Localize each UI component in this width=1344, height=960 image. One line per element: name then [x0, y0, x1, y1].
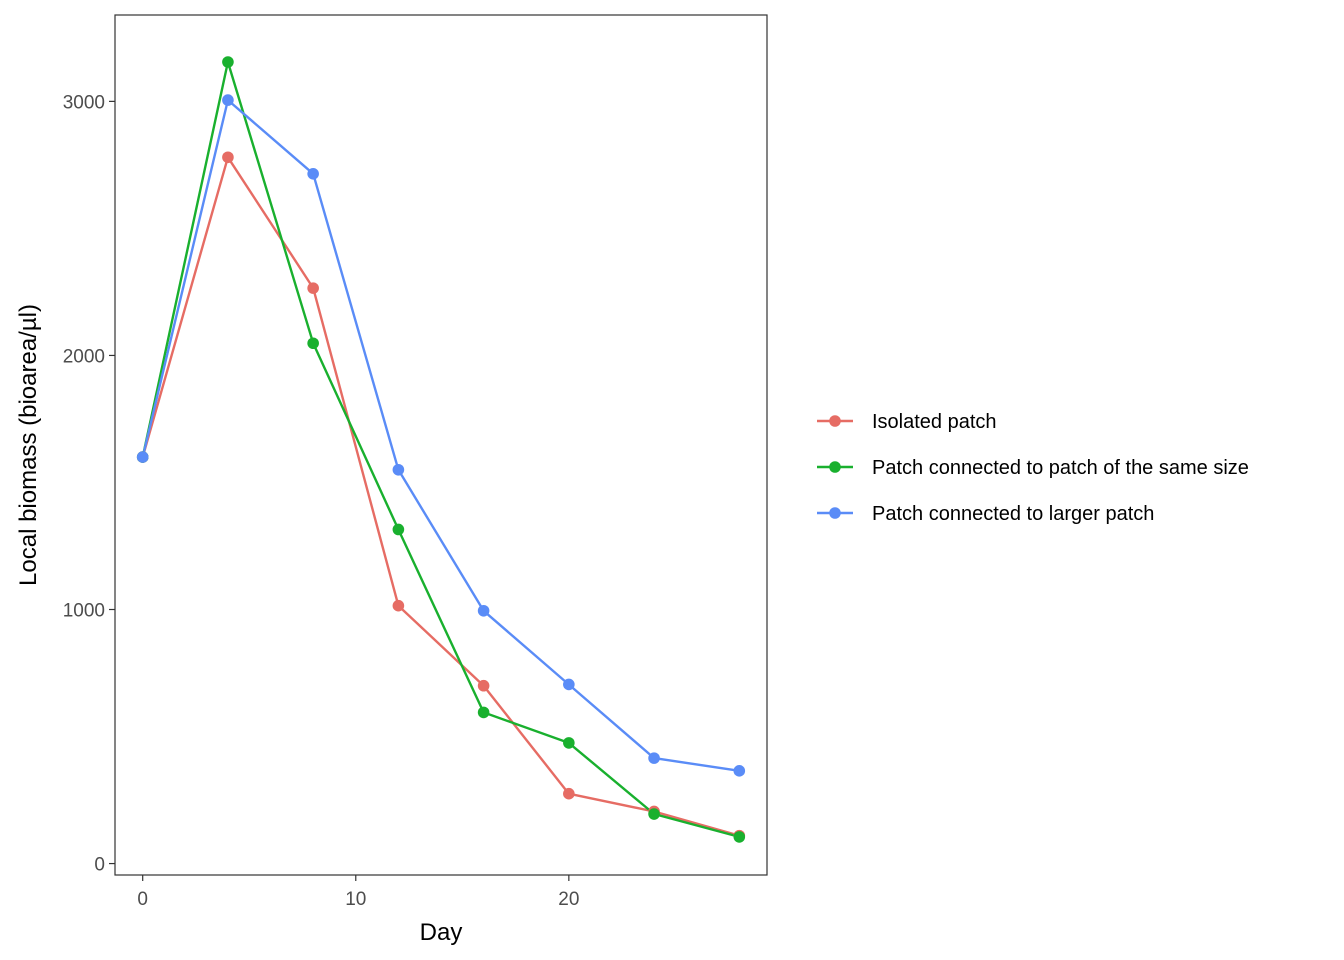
x-tick-label: 0: [137, 889, 148, 910]
data-point: [477, 604, 490, 617]
series-layer: [136, 56, 746, 843]
x-tick-label: 10: [345, 889, 366, 910]
x-axis-title: Day: [420, 919, 463, 946]
x-axis: 0 10 20: [137, 875, 579, 910]
y-tick-label: 2000: [63, 346, 105, 367]
data-point: [733, 831, 746, 843]
y-tick-label: 1000: [63, 601, 105, 622]
legend-label: Patch connected to larger patch: [872, 503, 1154, 525]
plot-panel: [114, 14, 768, 876]
y-tick-label: 0: [94, 855, 105, 876]
data-point: [222, 151, 234, 164]
data-point: [307, 282, 319, 294]
series-line-2: [141, 60, 740, 839]
data-point: [392, 523, 405, 536]
y-axis-title: Local biomass (bioarea/µl): [15, 304, 42, 586]
data-point: [648, 752, 660, 764]
x-tick-label: 20: [558, 889, 579, 910]
data-point: [307, 167, 319, 180]
legend-key-point: [829, 415, 841, 427]
data-point: [307, 337, 319, 350]
data-point: [477, 706, 490, 719]
legend-key-point: [829, 507, 841, 519]
data-point: [648, 808, 660, 820]
data-point: [563, 787, 575, 800]
data-point: [733, 765, 746, 777]
data-point: [136, 451, 149, 463]
data-point: [563, 678, 575, 691]
data-point: [563, 737, 575, 749]
y-tick-label: 3000: [63, 92, 105, 113]
legend: Isolated patch Patch connected to patch o…: [817, 411, 1249, 525]
data-point: [222, 94, 234, 106]
y-axis: 0 1000 2000 3000: [63, 92, 115, 876]
legend-key-point: [829, 461, 841, 473]
data-point: [392, 463, 405, 476]
series-line-1: [141, 156, 740, 837]
data-point: [392, 599, 405, 612]
data-point: [222, 56, 234, 68]
legend-label: Patch connected to patch of the same siz…: [872, 457, 1249, 479]
series-line-3: [141, 98, 740, 772]
legend-label: Isolated patch: [872, 411, 997, 433]
data-point: [477, 679, 490, 692]
